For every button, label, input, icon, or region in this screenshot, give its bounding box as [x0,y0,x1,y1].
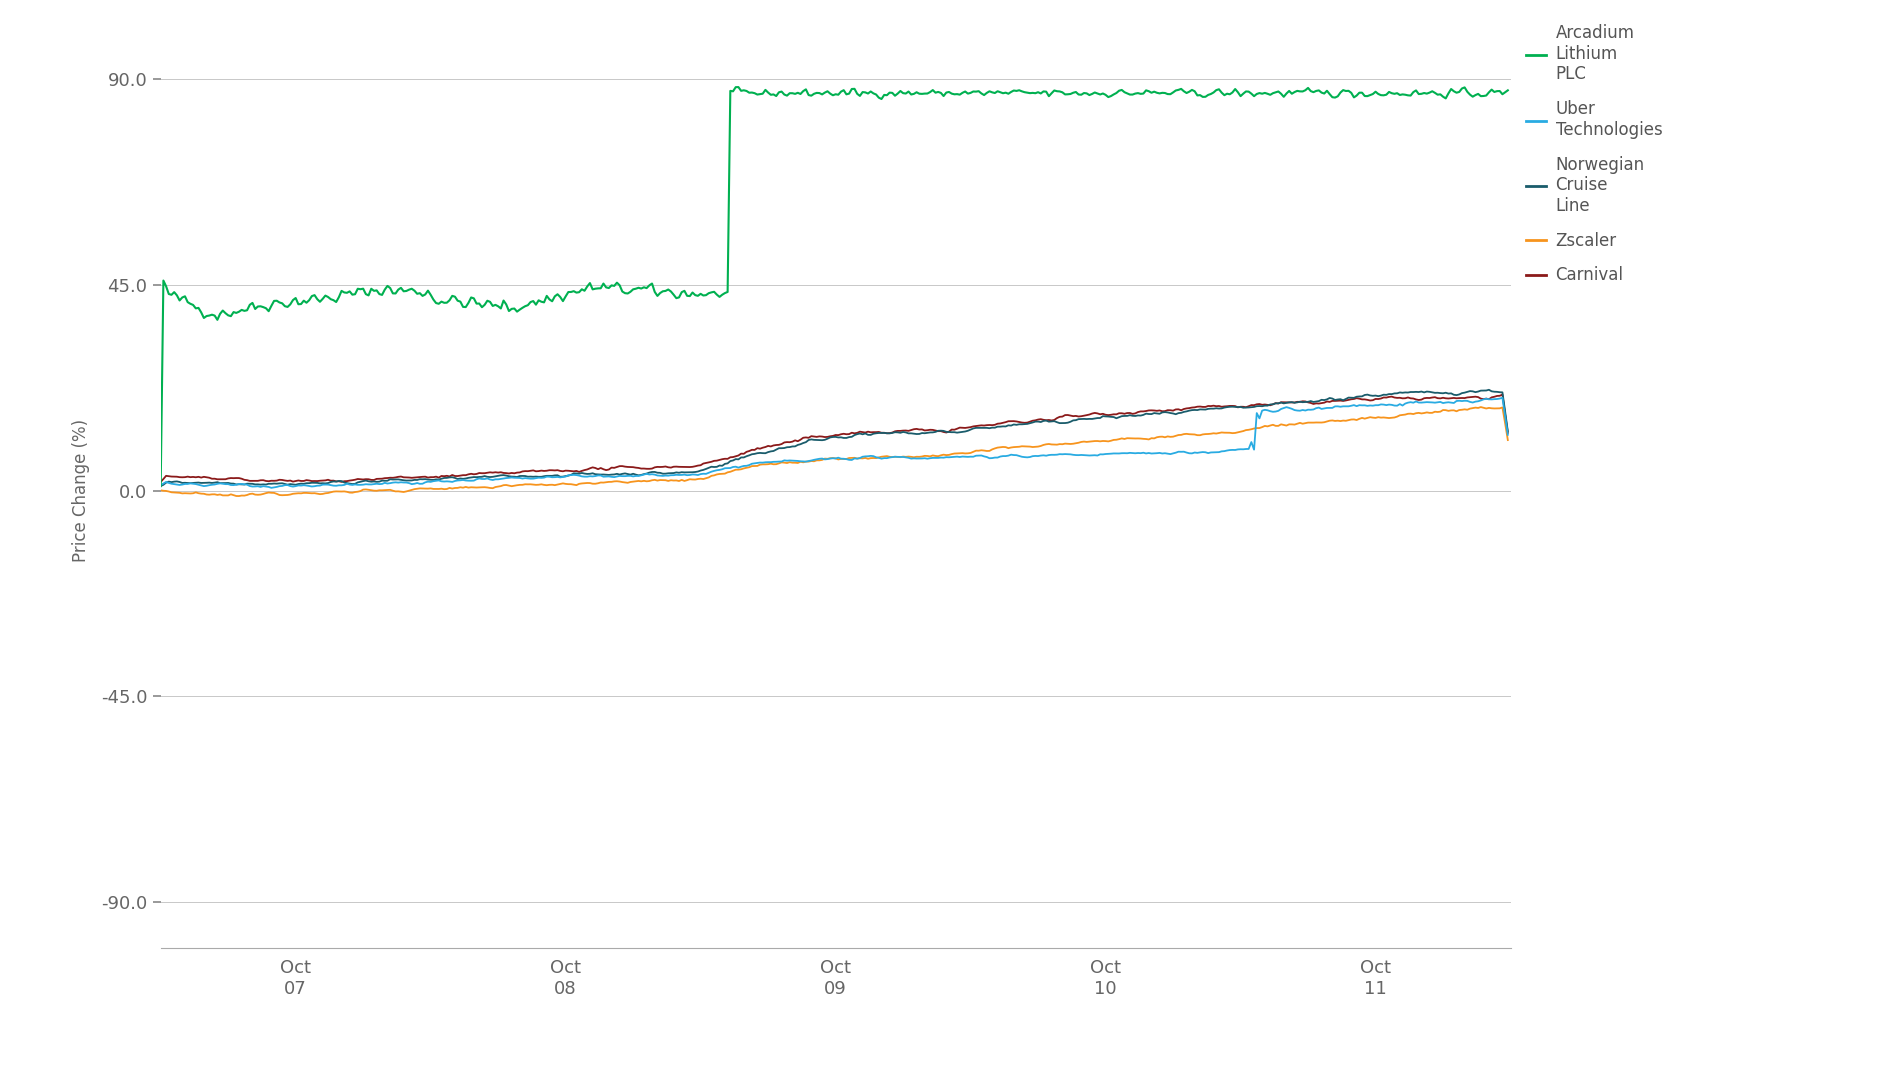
Legend: Arcadium
Lithium
PLC, Uber
Technologies, Norwegian
Cruise
Line, Zscaler, Carniva: Arcadium Lithium PLC, Uber Technologies,… [1526,23,1663,285]
Y-axis label: Price Change (%): Price Change (%) [72,419,89,563]
